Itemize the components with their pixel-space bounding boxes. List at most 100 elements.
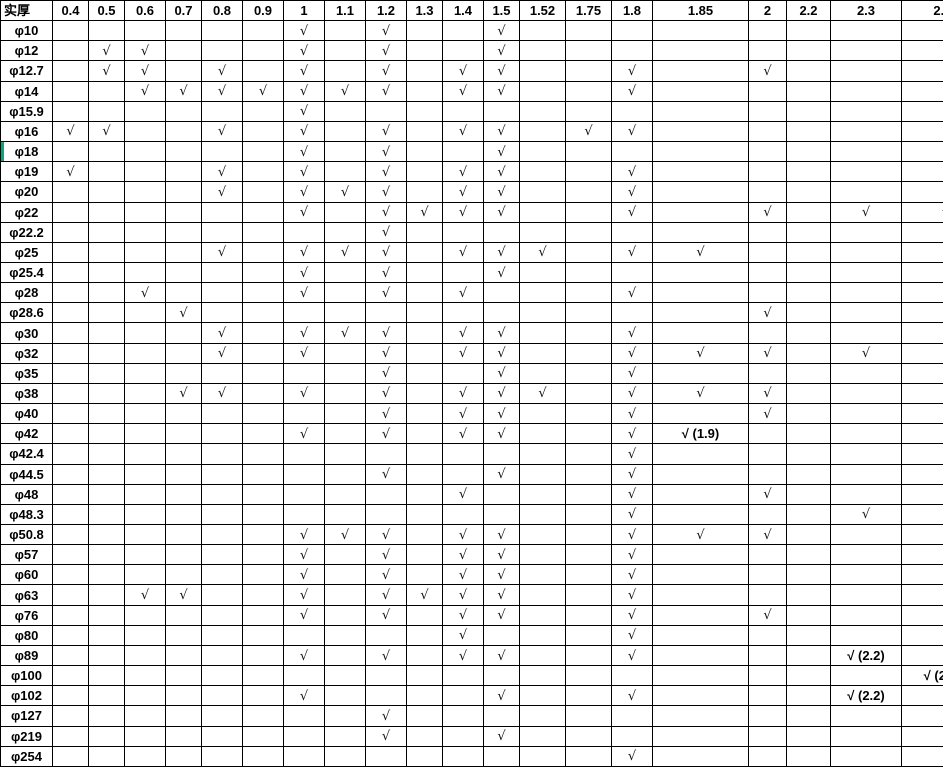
cell-φ57-0.9[interactable] xyxy=(242,544,284,566)
cell-φ32-1.2[interactable]: √ xyxy=(365,342,407,364)
cell-φ35-2.3[interactable] xyxy=(830,362,902,384)
cell-φ219-1.85[interactable] xyxy=(652,725,749,747)
cell-φ28-0.9[interactable] xyxy=(242,282,284,304)
row-header-φ254[interactable]: φ254 xyxy=(0,745,53,767)
cell-φ20-1[interactable]: √ xyxy=(283,181,325,203)
cell-φ38-1.52[interactable]: √ xyxy=(519,382,566,405)
cell-φ48.3-2[interactable] xyxy=(748,503,787,526)
cell-φ80-1.52[interactable] xyxy=(519,624,566,646)
cell-φ18-1.75[interactable] xyxy=(565,141,612,163)
cell-φ19-1.2[interactable]: √ xyxy=(365,161,407,183)
cell-φ38-1.8[interactable]: √ xyxy=(611,382,653,405)
cell-φ35-0.6[interactable] xyxy=(124,362,166,384)
cell-φ19-1.75[interactable] xyxy=(565,161,612,183)
cell-φ50.8-1.2[interactable]: √ xyxy=(365,523,407,546)
cell-φ38-1.85[interactable]: √ xyxy=(652,382,749,405)
cell-φ48.3-1[interactable] xyxy=(283,503,325,526)
cell-φ22-1.3[interactable]: √ xyxy=(406,201,443,223)
cell-φ14-1.52[interactable] xyxy=(519,80,566,102)
cell-φ38-0.5[interactable] xyxy=(88,382,125,405)
cell-φ25-2[interactable] xyxy=(748,241,787,263)
cell-φ22.2-0.6[interactable] xyxy=(124,221,166,243)
cell-φ42.4-1.5[interactable] xyxy=(483,443,520,465)
cell-φ19-0.9[interactable] xyxy=(242,161,284,183)
cell-φ100-0.4[interactable] xyxy=(52,665,89,687)
cell-φ42-2[interactable] xyxy=(748,423,787,445)
cell-φ12-1.8[interactable] xyxy=(611,40,653,62)
cell-φ219-1.5[interactable]: √ xyxy=(483,725,520,747)
cell-φ80-2.2[interactable] xyxy=(786,624,831,646)
cell-φ28-1.52[interactable] xyxy=(519,282,566,304)
cell-φ35-1.8[interactable]: √ xyxy=(611,362,653,384)
cell-φ63-0.4[interactable] xyxy=(52,584,89,606)
cell-φ127-1.8[interactable] xyxy=(611,705,653,727)
cell-φ18-1.2[interactable]: √ xyxy=(365,141,407,163)
cell-φ50.8-2.3[interactable] xyxy=(830,523,902,546)
cell-φ80-2.3[interactable] xyxy=(830,624,902,646)
cell-φ44.5-1[interactable] xyxy=(283,463,325,485)
cell-φ22.2-1[interactable] xyxy=(283,221,325,243)
cell-φ102-1.1[interactable] xyxy=(324,685,366,707)
cell-φ44.5-0.5[interactable] xyxy=(88,463,125,485)
cell-φ63-0.8[interactable] xyxy=(201,584,243,606)
cell-φ76-1.85[interactable] xyxy=(652,604,749,626)
cell-φ50.8-1.3[interactable] xyxy=(406,523,443,546)
row-header-φ60[interactable]: φ60 xyxy=(0,564,53,586)
cell-φ40-0.8[interactable] xyxy=(201,403,243,425)
cell-φ80-0.4[interactable] xyxy=(52,624,89,646)
cell-φ16-0.5[interactable]: √ xyxy=(88,120,125,143)
cell-φ16-2.32[interactable] xyxy=(901,120,943,143)
row-header-φ30[interactable]: φ30 xyxy=(0,322,53,344)
cell-φ127-1.3[interactable] xyxy=(406,705,443,727)
header-col-2.32[interactable]: 2.32 xyxy=(901,0,943,22)
cell-φ14-1.75[interactable] xyxy=(565,80,612,102)
cell-φ63-1.52[interactable] xyxy=(519,584,566,606)
cell-φ57-1.4[interactable]: √ xyxy=(442,544,484,566)
cell-φ19-1[interactable]: √ xyxy=(283,161,325,183)
cell-φ22.2-1.8[interactable] xyxy=(611,221,653,243)
cell-φ219-0.4[interactable] xyxy=(52,725,89,747)
cell-φ57-2.3[interactable] xyxy=(830,544,902,566)
row-header-φ42.4[interactable]: φ42.4 xyxy=(0,443,53,465)
cell-φ22.2-2[interactable] xyxy=(748,221,787,243)
cell-φ76-1.4[interactable]: √ xyxy=(442,604,484,626)
cell-φ32-0.4[interactable] xyxy=(52,342,89,364)
cell-φ57-2[interactable] xyxy=(748,544,787,566)
header-col-1.2[interactable]: 1.2 xyxy=(365,0,407,22)
cell-φ12.7-2.3[interactable] xyxy=(830,60,902,82)
cell-φ35-1.3[interactable] xyxy=(406,362,443,384)
cell-φ22.2-2.2[interactable] xyxy=(786,221,831,243)
cell-φ100-0.9[interactable] xyxy=(242,665,284,687)
cell-φ25.4-1.1[interactable] xyxy=(324,261,366,284)
cell-φ12-1.1[interactable] xyxy=(324,40,366,62)
cell-φ50.8-2[interactable]: √ xyxy=(748,523,787,546)
cell-φ80-1.3[interactable] xyxy=(406,624,443,646)
cell-φ100-1.8[interactable] xyxy=(611,665,653,687)
cell-φ50.8-0.6[interactable] xyxy=(124,523,166,546)
cell-φ28-2[interactable] xyxy=(748,282,787,304)
cell-φ76-1.8[interactable]: √ xyxy=(611,604,653,626)
cell-φ48.3-2.32[interactable] xyxy=(901,503,943,526)
cell-φ89-1.4[interactable]: √ xyxy=(442,644,484,667)
cell-φ25-1.3[interactable] xyxy=(406,241,443,263)
cell-φ10-0.4[interactable] xyxy=(52,20,89,42)
cell-φ15.9-2.32[interactable] xyxy=(901,100,943,122)
cell-φ89-0.5[interactable] xyxy=(88,644,125,667)
row-header-φ127[interactable]: φ127 xyxy=(0,705,53,727)
cell-φ44.5-1.3[interactable] xyxy=(406,463,443,485)
cell-φ25.4-1.85[interactable] xyxy=(652,261,749,284)
cell-φ60-1.85[interactable] xyxy=(652,564,749,586)
cell-φ20-2[interactable] xyxy=(748,181,787,203)
cell-φ12.7-1.2[interactable]: √ xyxy=(365,60,407,82)
cell-φ16-0.6[interactable] xyxy=(124,120,166,143)
cell-φ100-1.52[interactable] xyxy=(519,665,566,687)
cell-φ28.6-0.5[interactable] xyxy=(88,302,125,324)
cell-φ18-2.32[interactable] xyxy=(901,141,943,163)
cell-φ22-1.2[interactable]: √ xyxy=(365,201,407,223)
cell-φ40-0.5[interactable] xyxy=(88,403,125,425)
cell-φ15.9-0.9[interactable] xyxy=(242,100,284,122)
cell-φ80-1.85[interactable] xyxy=(652,624,749,646)
cell-φ44.5-1.2[interactable]: √ xyxy=(365,463,407,485)
cell-φ219-1.52[interactable] xyxy=(519,725,566,747)
cell-φ12.7-0.8[interactable]: √ xyxy=(201,60,243,82)
